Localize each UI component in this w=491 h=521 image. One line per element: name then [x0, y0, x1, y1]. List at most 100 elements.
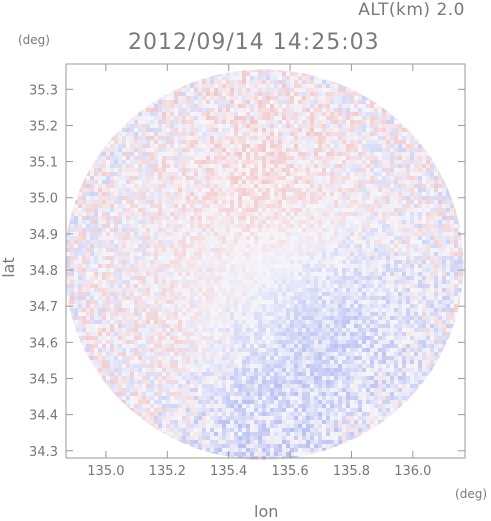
- heatmap-cell: [266, 228, 270, 232]
- heatmap-cell: [158, 112, 162, 116]
- heatmap-cell: [278, 248, 282, 252]
- heatmap-cell: [306, 248, 310, 252]
- heatmap-cell: [362, 224, 366, 228]
- heatmap-cell: [402, 200, 406, 204]
- heatmap-cell: [326, 180, 330, 184]
- heatmap-cell: [198, 184, 202, 188]
- heatmap-cell: [274, 260, 278, 264]
- heatmap-cell: [106, 144, 110, 148]
- heatmap-cell: [86, 276, 90, 280]
- heatmap-cell: [410, 248, 414, 252]
- heatmap-cell: [290, 160, 294, 164]
- heatmap-cell: [202, 156, 206, 160]
- heatmap-cell: [274, 132, 278, 136]
- heatmap-cell: [82, 192, 86, 196]
- heatmap-cell: [298, 128, 302, 132]
- heatmap-cell: [250, 160, 254, 164]
- heatmap-cell: [382, 116, 386, 120]
- heatmap-cell: [454, 264, 458, 268]
- heatmap-cell: [350, 216, 354, 220]
- heatmap-cell: [266, 240, 270, 244]
- heatmap-cell: [230, 212, 234, 216]
- heatmap-cell: [190, 144, 194, 148]
- heatmap-cell: [202, 88, 206, 92]
- heatmap-cell: [106, 192, 110, 196]
- heatmap-cell: [330, 84, 334, 88]
- heatmap-cell: [190, 256, 194, 260]
- heatmap-cell: [274, 156, 278, 160]
- heatmap-cell: [402, 144, 406, 148]
- heatmap-cell: [394, 264, 398, 268]
- heatmap-cell: [406, 160, 410, 164]
- heatmap-cell: [150, 188, 154, 192]
- heatmap-cell: [170, 268, 174, 272]
- heatmap-cell: [338, 268, 342, 272]
- heatmap-cell: [314, 96, 318, 100]
- heatmap-cell: [178, 276, 182, 280]
- heatmap-cell: [318, 272, 322, 276]
- heatmap-cell: [330, 100, 334, 104]
- heatmap-cell: [410, 268, 414, 272]
- heatmap-cell: [370, 284, 374, 288]
- heatmap-cell: [198, 112, 202, 116]
- heatmap-cell: [210, 88, 214, 92]
- heatmap-cell: [230, 164, 234, 168]
- heatmap-cell: [294, 116, 298, 120]
- heatmap-cell: [186, 252, 190, 256]
- heatmap-cell: [310, 300, 314, 304]
- heatmap-cell: [306, 280, 310, 284]
- heatmap-cell: [158, 140, 162, 144]
- heatmap-cell: [170, 204, 174, 208]
- heatmap-cell: [102, 236, 106, 240]
- heatmap-cell: [370, 128, 374, 132]
- heatmap-cell: [238, 184, 242, 188]
- heatmap-cell: [70, 240, 74, 244]
- heatmap-cell: [210, 196, 214, 200]
- heatmap-cell: [238, 188, 242, 192]
- heatmap-cell: [210, 208, 214, 212]
- heatmap-cell: [162, 204, 166, 208]
- heatmap-cell: [366, 256, 370, 260]
- heatmap-cell: [126, 240, 130, 244]
- heatmap-cell: [138, 116, 142, 120]
- heatmap-cell: [426, 280, 430, 284]
- heatmap-cell: [126, 256, 130, 260]
- heatmap-cell: [146, 272, 150, 276]
- heatmap-cell: [286, 220, 290, 224]
- heatmap-cell: [182, 220, 186, 224]
- heatmap-cell: [366, 236, 370, 240]
- heatmap-cell: [298, 304, 302, 308]
- heatmap-cell: [302, 300, 306, 304]
- heatmap-cell: [122, 136, 126, 140]
- heatmap-cell: [230, 69, 234, 72]
- heatmap-cell: [122, 292, 126, 296]
- heatmap-cell: [166, 148, 170, 152]
- heatmap-cell: [438, 248, 442, 252]
- heatmap-cell: [414, 164, 418, 168]
- heatmap-cell: [354, 168, 358, 172]
- heatmap-cell: [242, 132, 246, 136]
- heatmap-cell: [430, 204, 434, 208]
- heatmap-cell: [362, 132, 366, 136]
- heatmap-cell: [266, 160, 270, 164]
- heatmap-cell: [386, 248, 390, 252]
- heatmap-cell: [202, 292, 206, 296]
- heatmap-cell: [142, 228, 146, 232]
- heatmap-cell: [98, 160, 102, 164]
- heatmap-cell: [178, 140, 182, 144]
- heatmap-cell: [450, 192, 454, 196]
- heatmap-cell: [418, 136, 422, 140]
- heatmap-cell: [390, 152, 394, 156]
- heatmap-cell: [66, 276, 70, 280]
- heatmap-cell: [198, 252, 202, 256]
- heatmap-cell: [442, 252, 446, 256]
- heatmap-cell: [322, 160, 326, 164]
- heatmap-cell: [254, 88, 258, 92]
- heatmap-cell: [434, 288, 438, 292]
- heatmap-cell: [414, 148, 418, 152]
- heatmap-cell: [294, 256, 298, 260]
- heatmap-cell: [402, 208, 406, 212]
- heatmap-cell: [314, 196, 318, 200]
- heatmap-cell: [374, 292, 378, 296]
- heatmap-cell: [402, 216, 406, 220]
